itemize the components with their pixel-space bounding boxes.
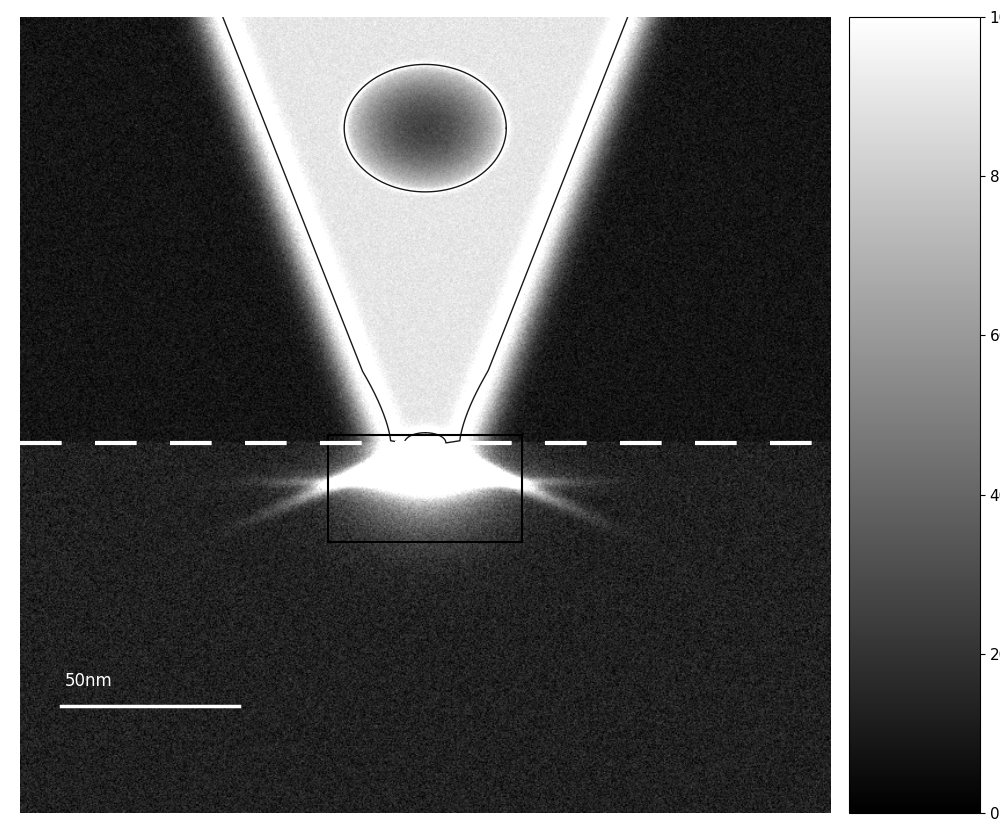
Bar bbox=[328, 435, 522, 543]
Text: 50nm: 50nm bbox=[65, 672, 112, 690]
